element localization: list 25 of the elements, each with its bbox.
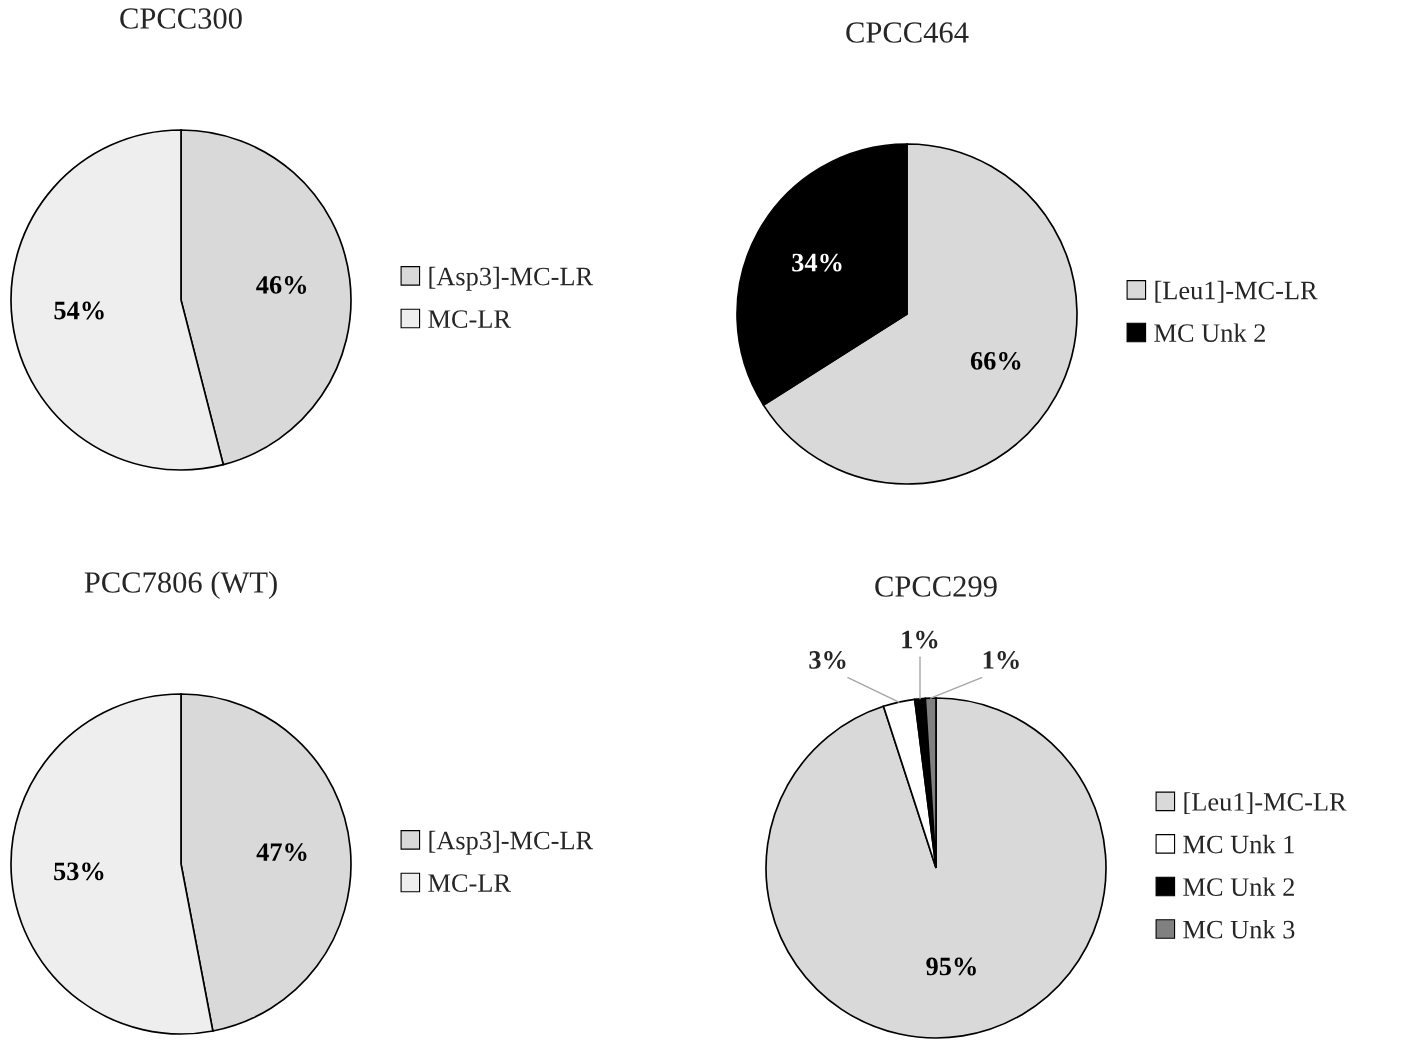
data-label: 3% [809, 651, 846, 669]
data-label: 66% [970, 351, 1021, 370]
data-label: 95% [926, 957, 976, 976]
legend-label: [Leu1]-MC-LR [1155, 280, 1318, 303]
legend-label: [Asp3]-MC-LR [429, 266, 594, 291]
chart-title: CPCC299 [875, 576, 997, 597]
chart-title: PCC7806 (WT) [84, 571, 277, 600]
legend-label: MC Unk 2 [1183, 877, 1294, 896]
data-label: 34% [792, 253, 842, 272]
legend-label: [Asp3]-MC-LR [429, 830, 594, 855]
legend-label: MC Unk 3 [1183, 919, 1295, 939]
data-label: 46% [256, 276, 307, 294]
data-label: 1% [902, 630, 938, 649]
legend-label: MC-LR [428, 874, 512, 892]
legend-label: MC Unk 2 [1154, 323, 1265, 342]
data-label: 1% [983, 651, 1019, 669]
data-label: 47% [256, 843, 307, 862]
chart-title: CPCC464 [846, 22, 969, 43]
data-label: 53% [54, 862, 104, 881]
chart-title: CPCC300 [120, 8, 242, 29]
legend-label: [Leu1]-MC-LR [1184, 792, 1347, 815]
pie-slice [765, 697, 1107, 1039]
legend-label: MC-LR [428, 310, 512, 328]
data-label: 54% [54, 301, 104, 320]
legend-label: MC Unk 1 [1183, 834, 1294, 854]
